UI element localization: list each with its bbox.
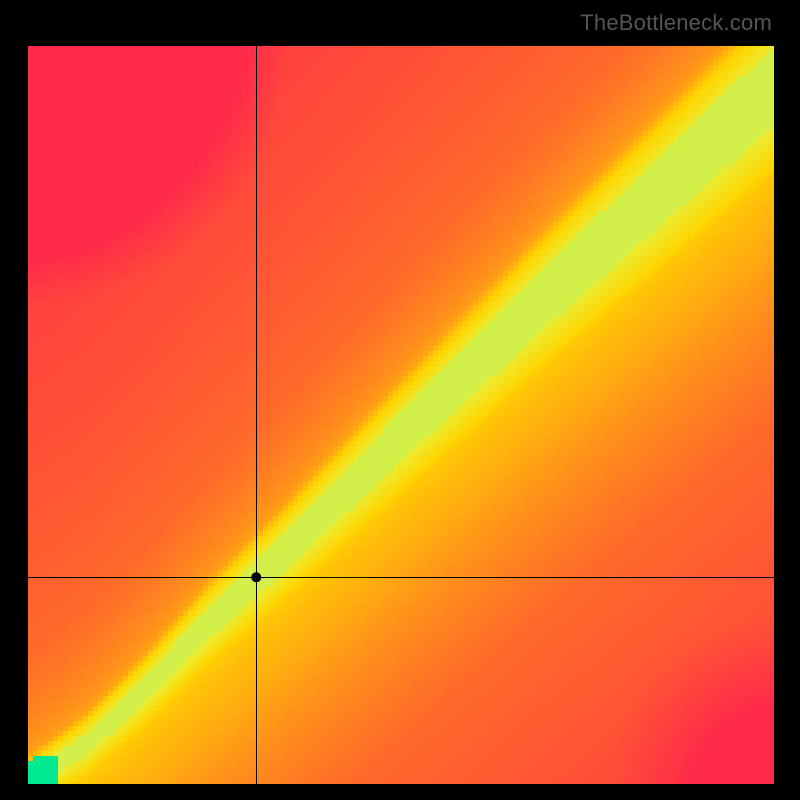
chart-container: { "watermark": { "text": "TheBottleneck.… (0, 0, 800, 800)
watermark-text: TheBottleneck.com (580, 10, 772, 36)
bottleneck-heatmap (0, 0, 800, 800)
